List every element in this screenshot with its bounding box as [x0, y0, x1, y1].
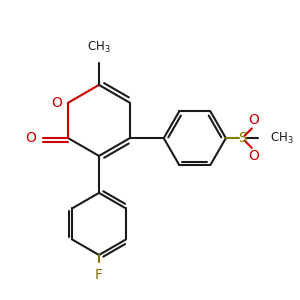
- Text: S: S: [238, 131, 247, 145]
- Text: CH$_3$: CH$_3$: [270, 130, 293, 146]
- Text: F: F: [95, 268, 103, 282]
- Text: O: O: [248, 149, 259, 163]
- Text: CH$_3$: CH$_3$: [87, 40, 111, 56]
- Text: O: O: [26, 131, 37, 145]
- Text: O: O: [248, 113, 259, 128]
- Text: O: O: [52, 96, 62, 110]
